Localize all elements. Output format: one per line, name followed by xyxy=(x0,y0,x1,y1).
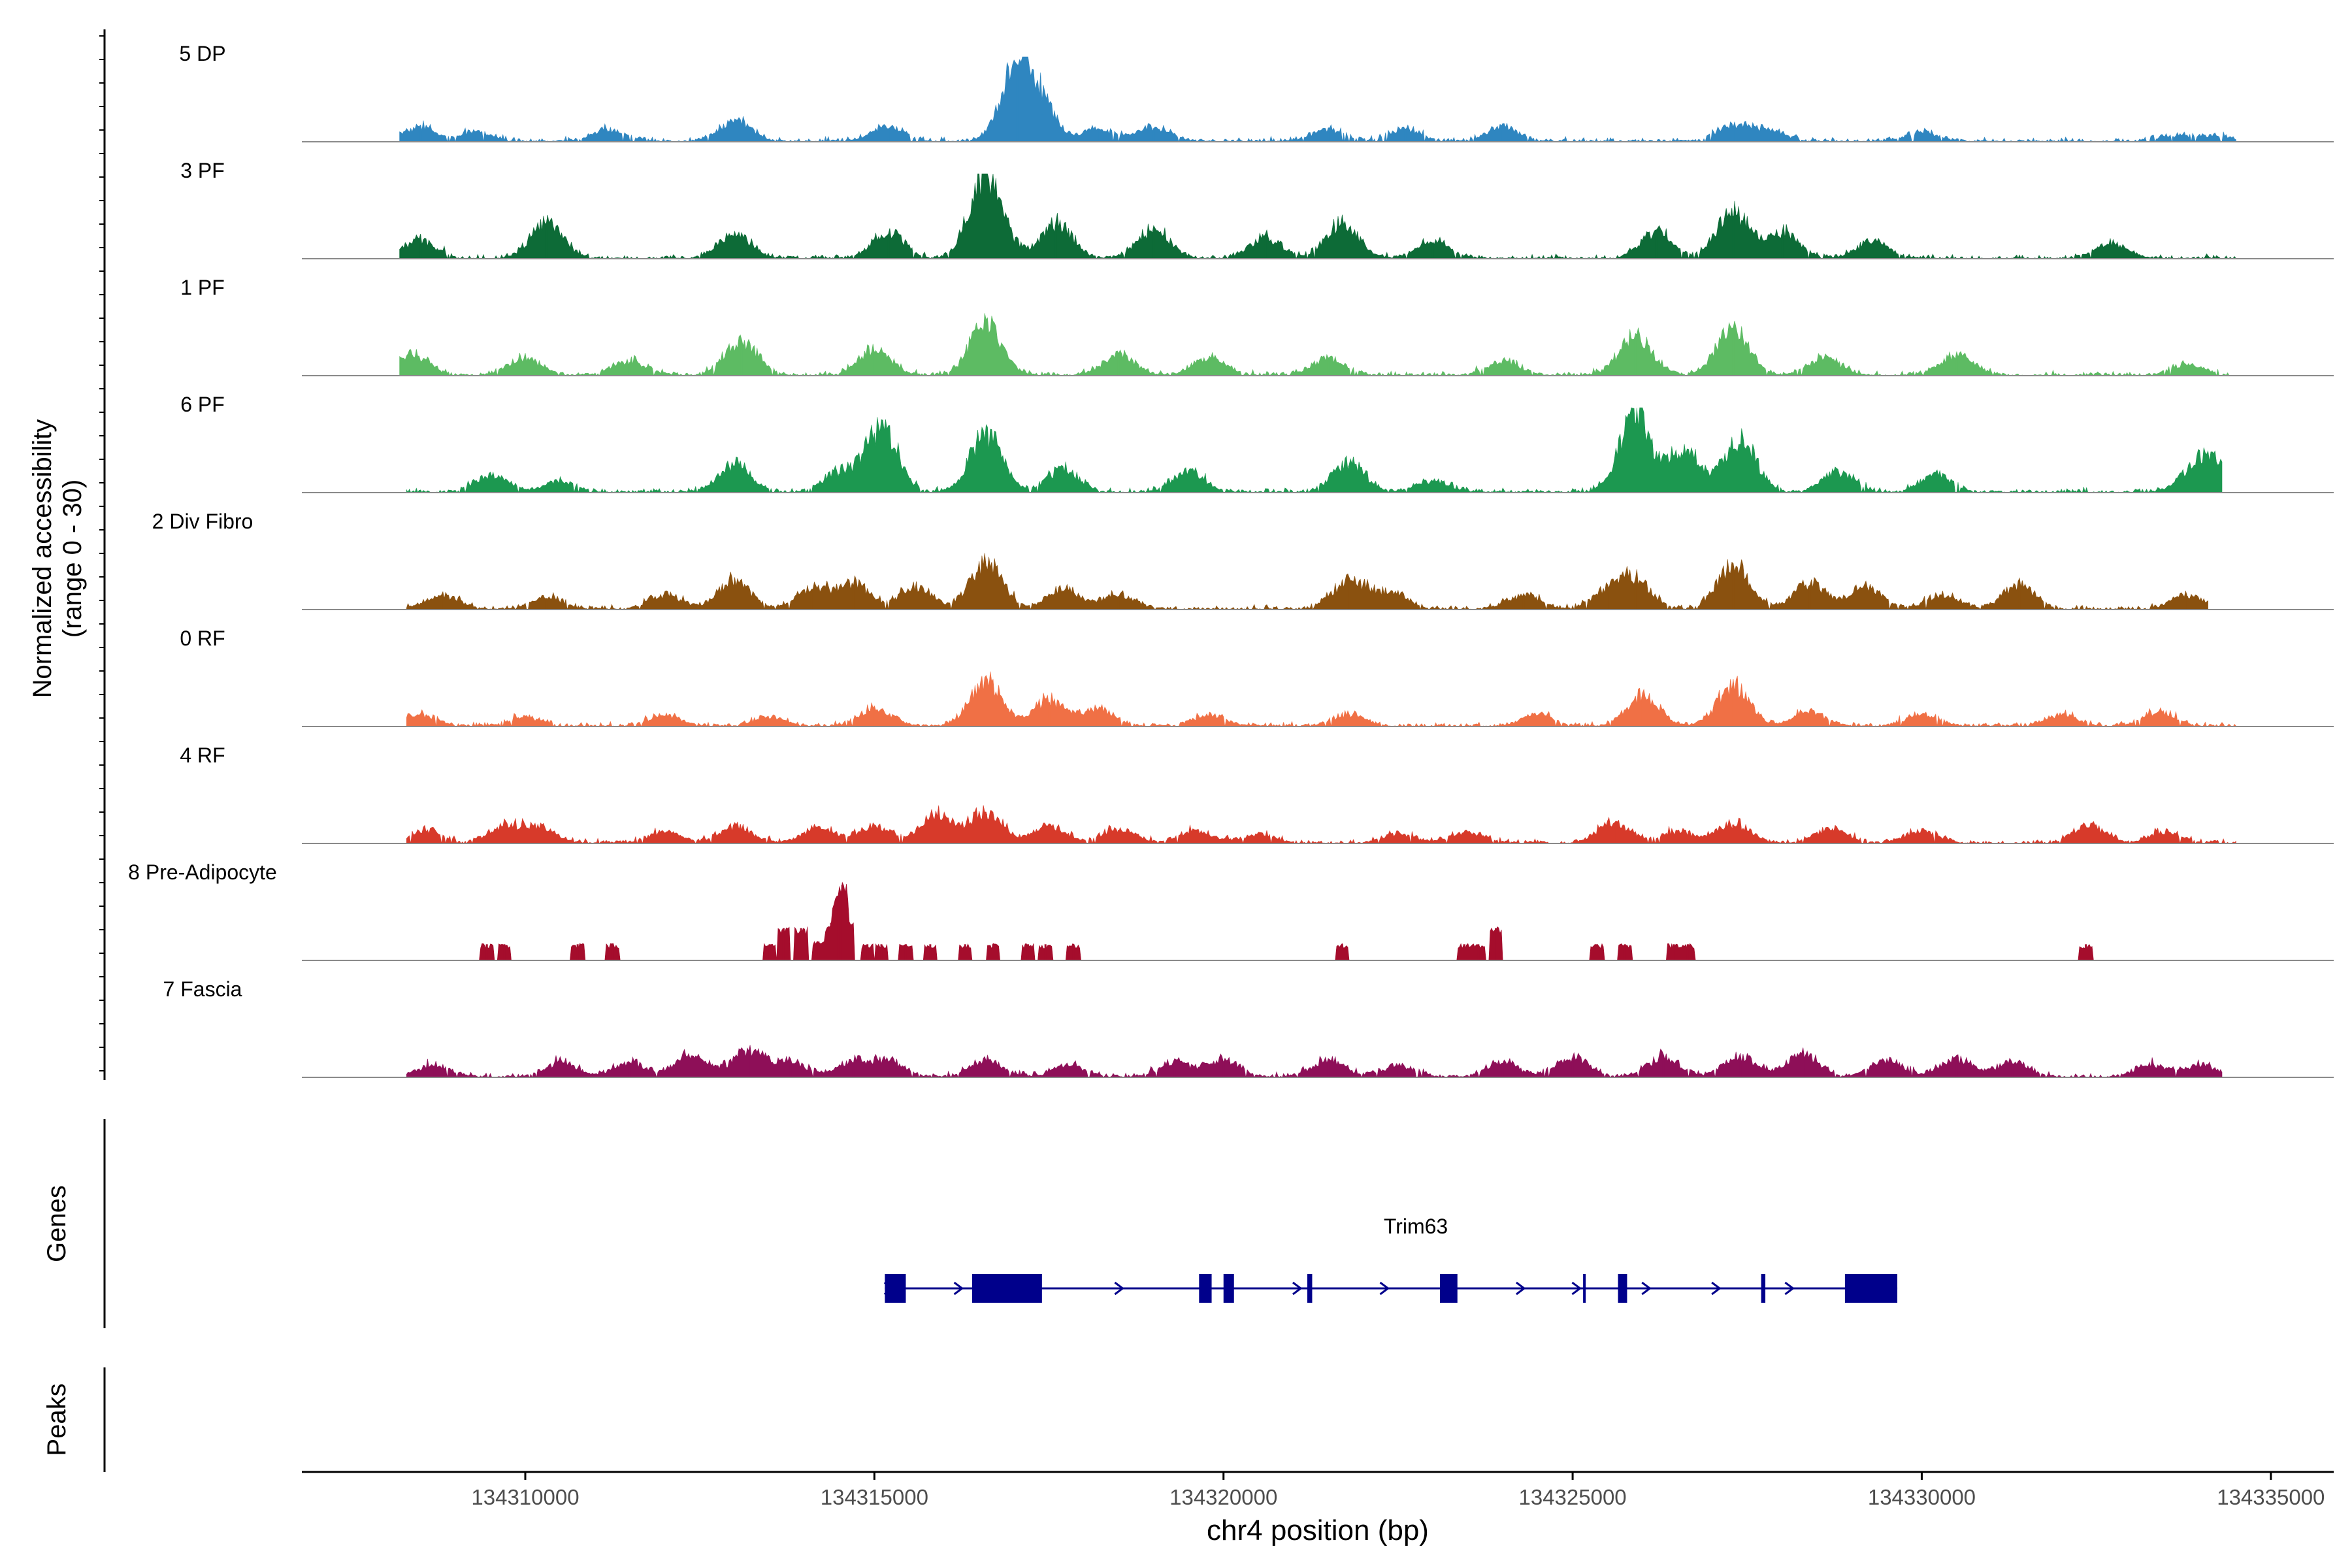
y-axis-label: Normalized accessibility xyxy=(28,419,57,698)
track-2-div-fibro: 2 Div Fibro xyxy=(152,510,2334,611)
coverage-area xyxy=(406,881,2236,961)
x-tick-label: 134310000 xyxy=(471,1485,579,1509)
gene-exon xyxy=(1223,1274,1234,1303)
track-7-fascia: 7 Fascia xyxy=(163,977,2334,1079)
track-label: 5 DP xyxy=(179,42,225,65)
gene-exon xyxy=(1583,1274,1586,1303)
x-tick-label: 134325000 xyxy=(1518,1485,1626,1509)
track-label: 8 Pre-Adipocyte xyxy=(128,860,277,884)
x-axis-label: chr4 position (bp) xyxy=(1207,1514,1429,1546)
coverage-tracks: 5 DP 3 PF 1 PF 6 PF 2 Div Fibro 0 RF 4 RF 8 Pre… xyxy=(128,42,2334,1079)
gene-exon xyxy=(1618,1274,1627,1303)
genes-track-label: Genes xyxy=(42,1185,71,1262)
x-tick-label: 134330000 xyxy=(1868,1485,1976,1509)
track-5-dp: 5 DP xyxy=(179,42,2334,143)
y-axis-range-label: (range 0 - 30) xyxy=(58,480,87,638)
gene-exon xyxy=(1307,1274,1313,1303)
gene-strand-arrow xyxy=(1641,1281,1652,1296)
gene-strand-arrow xyxy=(1784,1281,1795,1296)
x-axis-ticks: 134310000 134315000 134320000 134325000 1343… xyxy=(471,1472,2325,1509)
coverage-area xyxy=(399,173,2236,260)
gene-exon xyxy=(1199,1274,1212,1303)
track-label: 2 Div Fibro xyxy=(152,510,253,533)
gene-exon xyxy=(1844,1274,1898,1303)
track-label: 3 PF xyxy=(180,159,225,182)
coverage-area xyxy=(406,407,2223,494)
x-tick-label: 134315000 xyxy=(821,1485,928,1509)
gene-strand-arrow xyxy=(1114,1281,1124,1296)
gene-strand-arrow xyxy=(1292,1281,1303,1296)
y-axis: Normalized accessibility (range 0 - 30) xyxy=(28,29,106,1080)
gene-exon xyxy=(972,1274,1042,1303)
gene-strand-arrow xyxy=(1711,1281,1722,1296)
track-label: 7 Fascia xyxy=(163,977,242,1001)
track-6-pf: 6 PF xyxy=(180,393,2334,494)
gene-name-label: Trim63 xyxy=(1384,1215,1448,1238)
y-axis-ticks xyxy=(99,35,105,1071)
gene-strand-arrow xyxy=(1571,1281,1582,1296)
genes-track: Genes Trim63 xyxy=(42,1119,1898,1328)
track-label: 6 PF xyxy=(180,393,225,416)
x-tick-label: 134335000 xyxy=(2217,1485,2325,1509)
x-axis: 134310000 134315000 134320000 134325000 1343… xyxy=(302,1471,2334,1546)
gene-exon xyxy=(1761,1274,1766,1303)
track-label: 0 RF xyxy=(180,627,225,650)
gene-exon xyxy=(1440,1274,1458,1303)
peaks-track: Peaks xyxy=(42,1367,106,1472)
track-label: 4 RF xyxy=(180,743,225,767)
track-1-pf: 1 PF xyxy=(180,276,2334,377)
coverage-area xyxy=(406,1045,2223,1079)
gene-strand-arrow xyxy=(953,1281,964,1296)
x-tick-label: 134320000 xyxy=(1169,1485,1277,1509)
gene-strand-arrow xyxy=(1516,1281,1526,1296)
coverage-area xyxy=(399,56,2236,143)
track-8-pre-adipocyte: 8 Pre-Adipocyte xyxy=(128,860,2334,961)
peaks-track-label: Peaks xyxy=(42,1383,71,1456)
track-3-pf: 3 PF xyxy=(180,159,2334,260)
track-0-rf: 0 RF xyxy=(180,627,2334,727)
coverage-area xyxy=(406,671,2236,727)
gene-strand-arrow xyxy=(883,1281,894,1296)
coverage-area xyxy=(406,553,2208,611)
track-label: 1 PF xyxy=(180,276,225,299)
track-4-rf: 4 RF xyxy=(180,743,2334,845)
gene-exon xyxy=(885,1274,906,1303)
gene-model xyxy=(883,1274,1898,1303)
coverage-area xyxy=(399,313,2229,377)
gene-strand-arrow xyxy=(1379,1281,1390,1296)
coverage-area xyxy=(406,805,2236,845)
